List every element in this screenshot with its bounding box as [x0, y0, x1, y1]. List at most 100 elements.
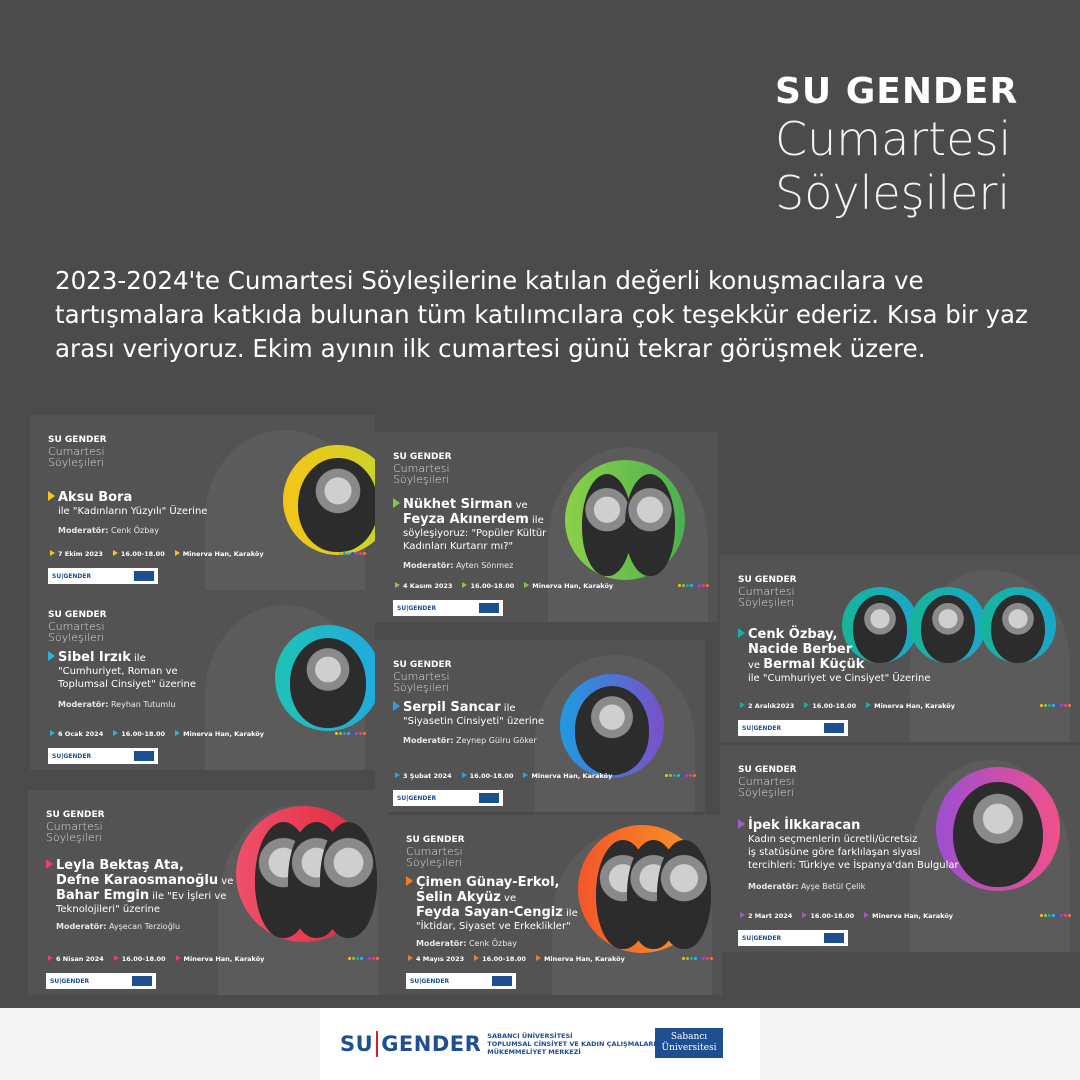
moderator-label: Moderatör:	[403, 561, 454, 570]
speaker-photo	[289, 637, 367, 728]
series-line: Cumartesi	[738, 775, 795, 788]
title-line: Selin Akyüz ve	[406, 890, 578, 905]
color-dot	[343, 552, 346, 555]
event-date-text: 2 Mart 2024	[748, 912, 793, 920]
event-venue-text: Minerva Han, Karaköy	[182, 550, 264, 558]
event-time: 16.00-18.00	[113, 730, 165, 738]
speaker-photo	[853, 594, 907, 663]
title-text: Kadınları Kurtarır mı?"	[403, 541, 514, 552]
color-dot	[1056, 914, 1059, 917]
card-header-series: Cumartesi Söyleşileri	[46, 821, 103, 843]
title-text: Kadın seçmenlerin ücretli/ücretsiz	[748, 834, 918, 845]
su-gender-logo-strip: SU|GENDER	[738, 720, 848, 736]
color-dot	[348, 957, 351, 960]
event-date-text: 6 Ocak 2024	[58, 730, 104, 738]
event-details: 3 Şubat 2024 16.00-18.00 Minerva Han, Kara…	[395, 772, 612, 780]
title-line: "Cumhuriyet, Roman ve	[48, 665, 196, 678]
card-header-series: Cumartesi Söyleşileri	[393, 463, 450, 485]
series-line: Cumartesi	[48, 620, 105, 633]
series-line: Söyleşileri	[46, 831, 103, 844]
event-date: 4 Mayıs 2023	[408, 955, 464, 963]
color-dot	[686, 957, 689, 960]
title-text: ile	[130, 653, 146, 664]
moderator: Moderatör: Cenk Özbay	[58, 526, 159, 535]
speaker-name: Bermal Küçük	[763, 657, 865, 672]
title-text: ile	[500, 703, 516, 714]
title-line: Feyza Akınerdem ile	[393, 512, 546, 527]
desc-line: TOPLUMSAL CİNSİYET VE KADIN ÇALIŞMALARI	[487, 1040, 656, 1048]
title-line: ve Bermal Küçük	[738, 657, 931, 672]
play-triangle-icon	[524, 582, 530, 588]
color-dot	[1068, 914, 1071, 917]
event-details: 4 Kasım 2023 16.00-18.00 Minerva Han, Kara…	[395, 582, 613, 590]
color-dot	[359, 552, 362, 555]
sabanci-mini-logo	[479, 603, 499, 613]
brand-cumartesi: Cumartesi	[775, 112, 1012, 166]
card-header-su-gender: SU GENDER	[393, 660, 452, 670]
title-line: "İktidar, Siyaset ve Erkeklikler"	[406, 920, 578, 933]
event-title: Cenk Özbay, Nacide Berber ve Bermal Küçük i…	[738, 627, 931, 685]
series-line: Söyleşileri	[393, 473, 450, 486]
event-venue: Minerva Han, Karaköy	[524, 582, 613, 590]
event-venue-text: Minerva Han, Karaköy	[874, 702, 955, 710]
color-dot	[363, 552, 366, 555]
title-text: ile "Ev İşleri ve	[149, 891, 227, 902]
logo-description: SABANCI ÜNİVERSİTESİ TOPLUMSAL CİNSİYET …	[487, 1032, 667, 1056]
event-time: 16.00-18.00	[474, 955, 526, 963]
color-dot	[363, 732, 366, 735]
event-title: Çimen Günay-Erkol, Selin Akyüz ve Feyda Sa…	[406, 875, 578, 933]
play-triangle-icon	[50, 550, 55, 556]
color-dot	[702, 584, 705, 587]
color-dot	[706, 584, 709, 587]
event-date-text: 7 Ekim 2023	[58, 550, 103, 558]
title-text: ve	[512, 500, 528, 511]
color-dot	[694, 957, 697, 960]
sabanci-university-logo: Sabancı Üniversitesi	[655, 1028, 723, 1058]
title-line: "Siyasetin Cinsiyeti" üzerine	[393, 715, 544, 728]
event-time: 16.00-18.00	[802, 912, 854, 920]
event-time: 16.00-18.00	[462, 582, 514, 590]
title-line: Bahar Emgin ile "Ev İşleri ve	[46, 888, 233, 903]
su-gender-mini-logo: SU|GENDER	[52, 572, 92, 580]
speaker-name: Aksu Bora	[58, 490, 133, 505]
color-dot	[1044, 914, 1047, 917]
event-date: 6 Ocak 2024	[50, 730, 103, 738]
play-triangle-icon	[48, 955, 53, 961]
desc-line: MÜKEMMELİYET MERKEZİ	[487, 1048, 581, 1056]
color-dots	[335, 552, 366, 555]
su-gender-mini-logo: SU|GENDER	[397, 794, 437, 802]
speaker-name: Sibel Irzık	[58, 650, 131, 665]
event-card-cimen-gunay-erkol: SU GENDER Cumartesi Söyleşileri Çimen Günay…	[388, 815, 722, 995]
play-triangle-icon	[864, 912, 870, 918]
color-dot	[706, 957, 709, 960]
intro-text: 2023-2024'te Cumartesi Söyleşilerine kat…	[55, 266, 1028, 363]
desc-line: SABANCI ÜNİVERSİTESİ	[487, 1032, 573, 1040]
play-triangle-icon	[48, 651, 55, 661]
color-dots	[682, 957, 713, 960]
title-text: söyleşiyoruz: "Popüler Kültür	[403, 528, 547, 539]
speaker-name: İpek İlkkaracan	[748, 818, 861, 833]
color-dot	[372, 957, 375, 960]
su-gender-mini-logo: SU|GENDER	[397, 604, 437, 612]
logo-gender: GENDER	[381, 1032, 482, 1056]
event-venue-text: Minerva Han, Karaköy	[543, 955, 625, 963]
color-dot	[376, 957, 379, 960]
color-dot	[335, 552, 338, 555]
brand-soylesileri: Söyleşileri	[775, 166, 1011, 220]
play-triangle-icon	[866, 702, 872, 708]
event-card-aksu-bora: SU GENDER Cumartesi Söyleşileri Aksu Bora il…	[30, 415, 375, 590]
series-line: Cumartesi	[48, 445, 105, 458]
su-gender-logo: SU GENDER	[340, 1031, 481, 1057]
moderator: Moderatör: Reyhan Tutumlu	[58, 700, 175, 709]
event-card-ipek-ilkkaracan: SU GENDER Cumartesi Söyleşileri İpek İlkkar…	[720, 745, 1080, 952]
su-gender-mini-logo: SU|GENDER	[50, 977, 90, 985]
event-date: 4 Kasım 2023	[395, 582, 452, 590]
play-triangle-icon	[802, 912, 808, 918]
color-dot	[355, 552, 358, 555]
moderator-name: Ayşe Betül Çelik	[800, 882, 866, 891]
su-gender-logo-strip: SU|GENDER	[406, 973, 516, 989]
event-time: 16.00-18.00	[113, 955, 166, 963]
event-card-cenk-ozbay: SU GENDER Cumartesi Söyleşileri Cenk Özbay,…	[720, 555, 1080, 742]
footer-logo-box: SU GENDER SABANCI ÜNİVERSİTESİ TOPLUMSAL …	[320, 1008, 760, 1080]
title-text: tercihleri: Türkiye ve İspanya'dan Bulgu…	[748, 860, 959, 871]
